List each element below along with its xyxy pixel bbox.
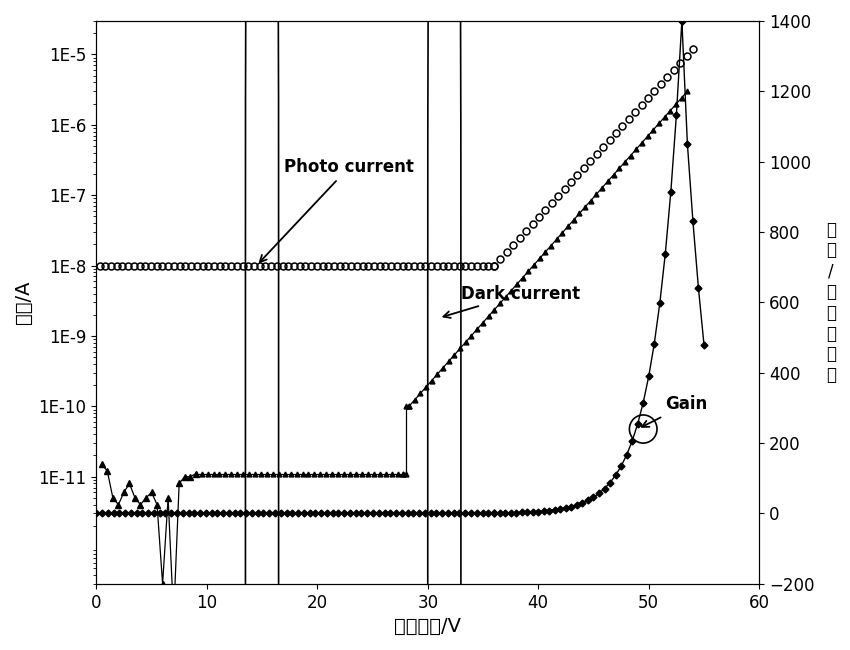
Y-axis label: 增
益
/
光
电
倍
增
数: 增 益 / 光 电 倍 增 数 (826, 220, 836, 384)
Text: Photo current: Photo current (260, 158, 414, 262)
Y-axis label: 电流/A: 电流/A (14, 281, 33, 324)
Text: Gain: Gain (642, 395, 707, 427)
X-axis label: 反向电压/V: 反向电压/V (394, 617, 462, 636)
Text: Dark current: Dark current (444, 285, 580, 318)
